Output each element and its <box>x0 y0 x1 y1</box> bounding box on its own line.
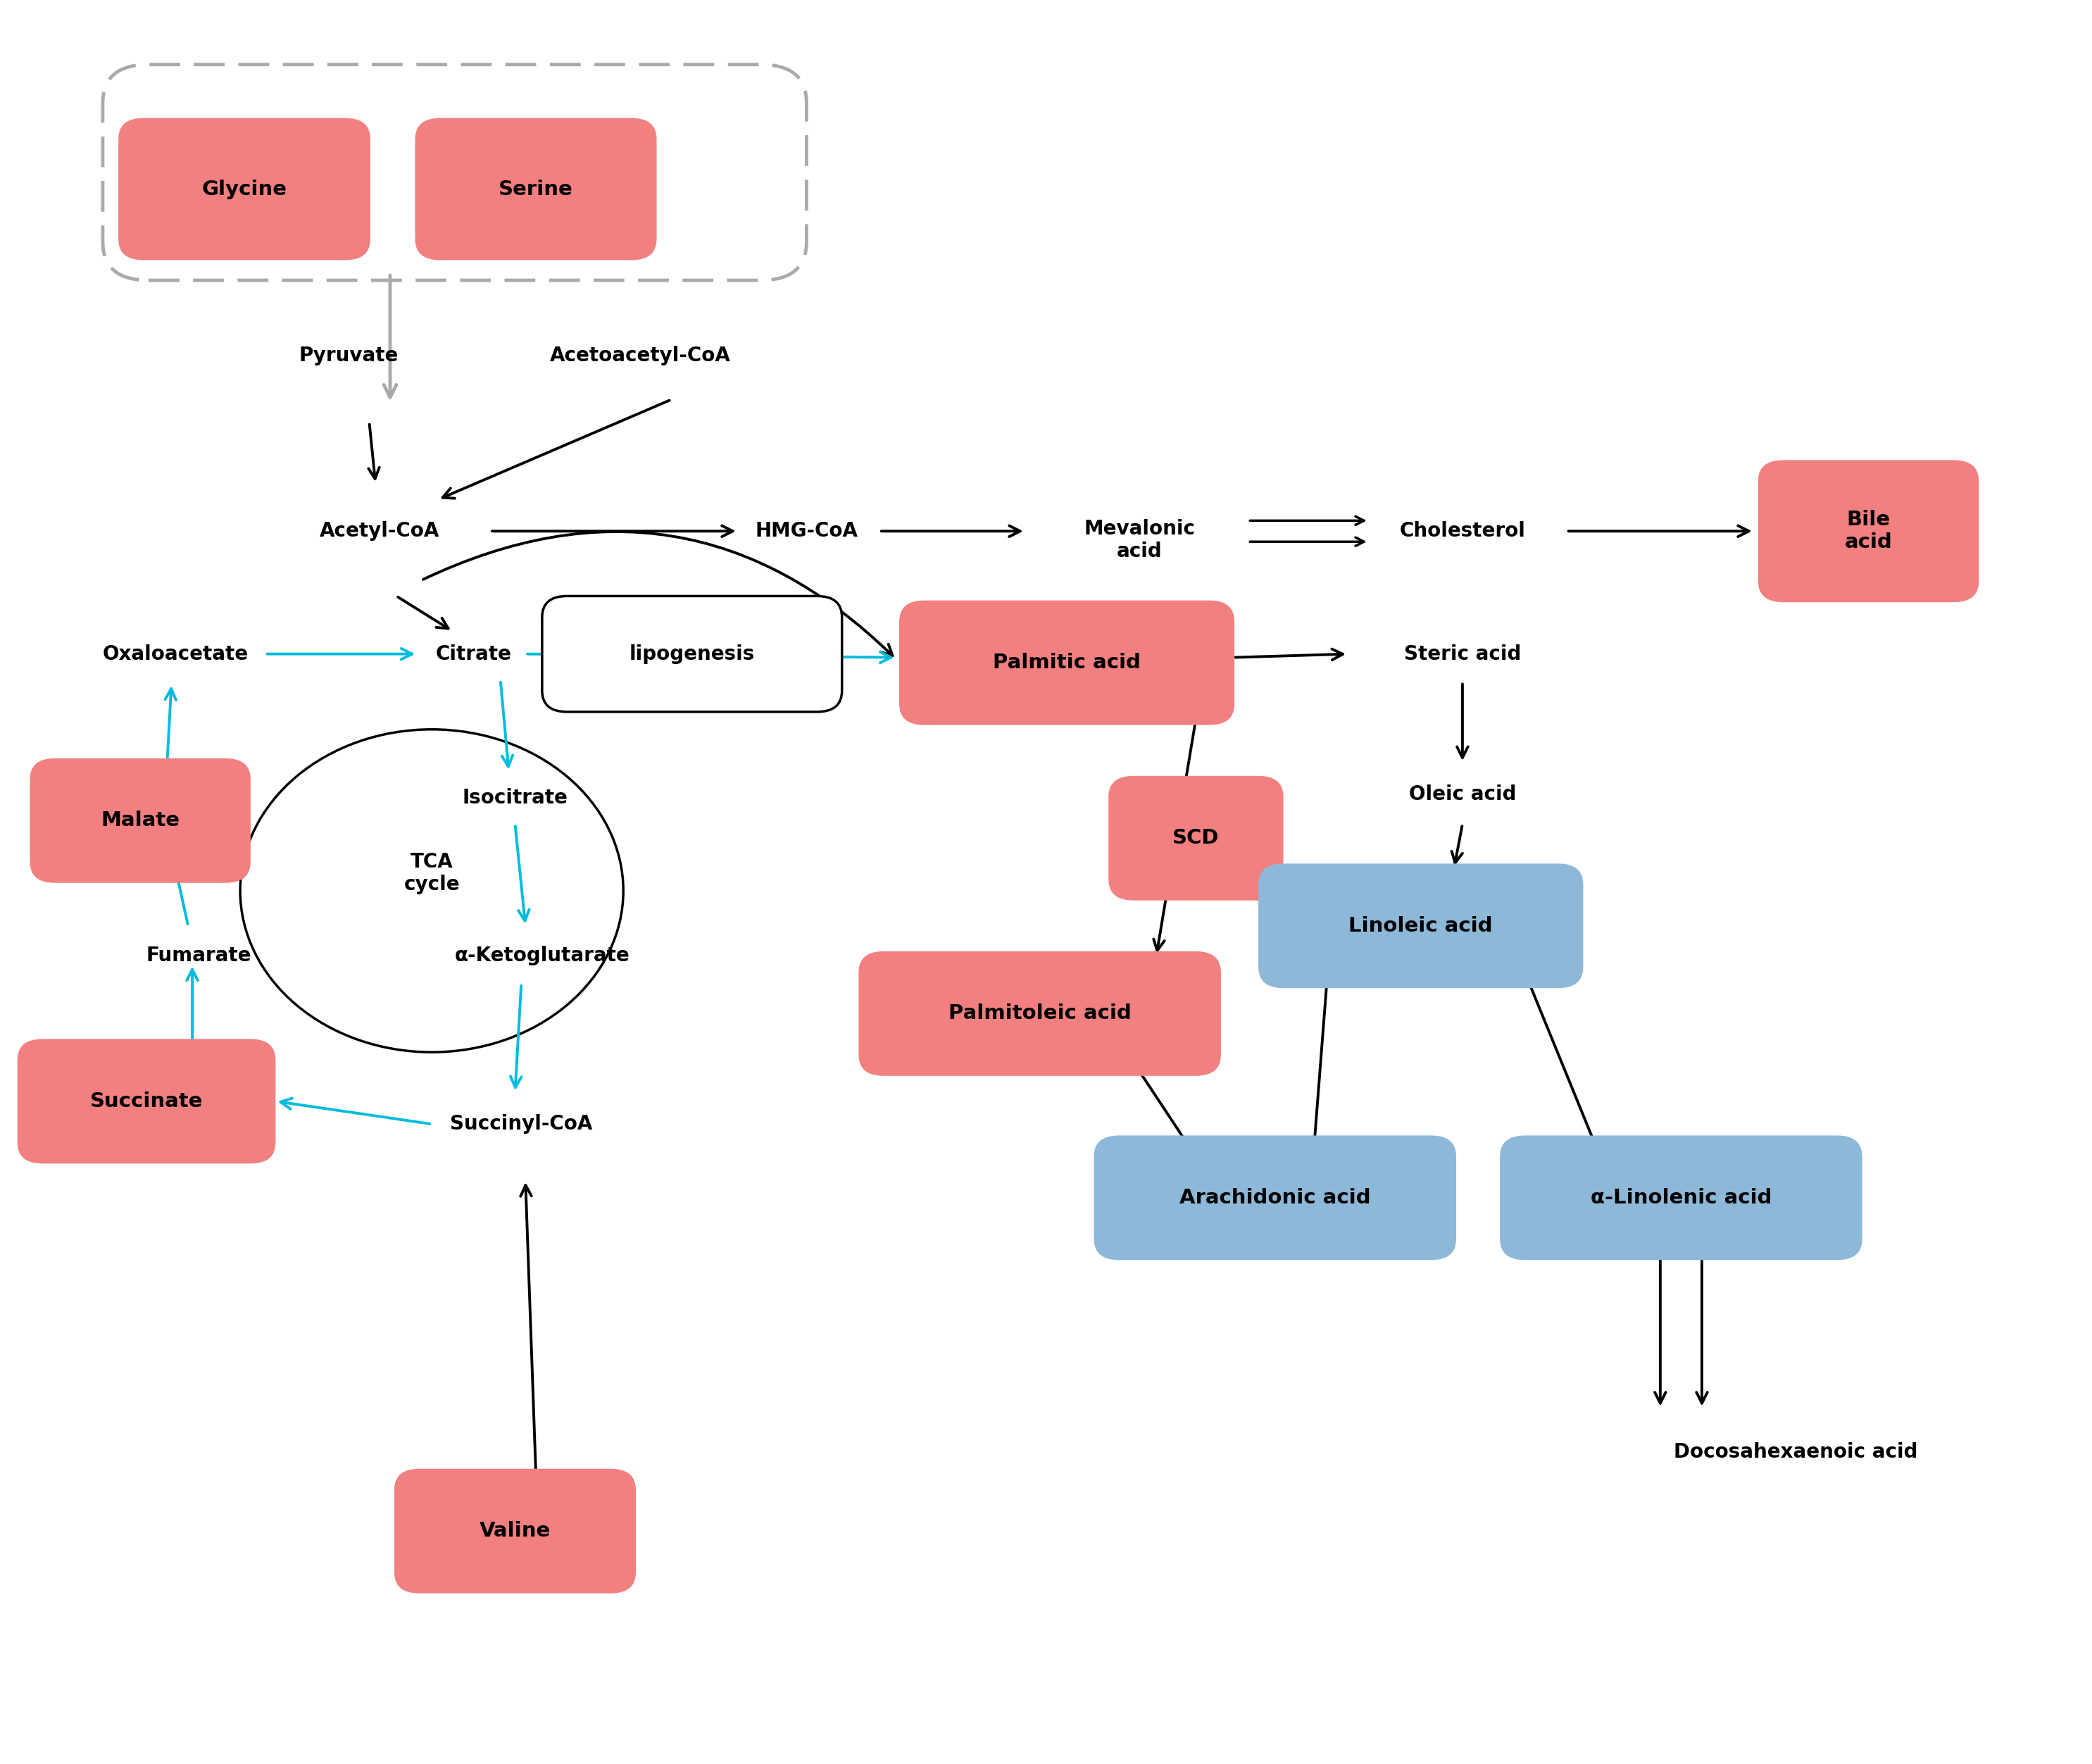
FancyBboxPatch shape <box>1757 460 1979 602</box>
Text: Linoleic acid: Linoleic acid <box>1349 916 1494 935</box>
Text: α-Linolenic acid: α-Linolenic acid <box>1590 1187 1772 1208</box>
Text: Acetyl-CoA: Acetyl-CoA <box>320 522 439 542</box>
FancyBboxPatch shape <box>542 596 841 713</box>
Text: Palmitic acid: Palmitic acid <box>994 653 1140 672</box>
Text: Malate: Malate <box>100 811 180 831</box>
Text: Mevalonic
acid: Mevalonic acid <box>1084 519 1195 561</box>
FancyBboxPatch shape <box>29 759 251 882</box>
FancyBboxPatch shape <box>393 1469 636 1593</box>
Text: Serine: Serine <box>498 180 573 199</box>
FancyBboxPatch shape <box>900 600 1234 725</box>
Text: TCA
cycle: TCA cycle <box>404 852 460 894</box>
Text: Isocitrate: Isocitrate <box>462 789 567 808</box>
Text: SCD: SCD <box>1172 829 1220 848</box>
Text: Valine: Valine <box>479 1521 550 1542</box>
FancyBboxPatch shape <box>414 118 657 259</box>
Text: Arachidonic acid: Arachidonic acid <box>1180 1187 1370 1208</box>
FancyBboxPatch shape <box>858 951 1222 1076</box>
Text: Steric acid: Steric acid <box>1404 644 1521 663</box>
Text: Succinate: Succinate <box>90 1092 203 1111</box>
Text: Citrate: Citrate <box>435 644 510 663</box>
Text: α-Ketoglutarate: α-Ketoglutarate <box>454 946 630 965</box>
Text: Oxaloacetate: Oxaloacetate <box>103 644 249 663</box>
FancyBboxPatch shape <box>119 118 370 259</box>
FancyBboxPatch shape <box>1094 1136 1456 1259</box>
Text: Pyruvate: Pyruvate <box>299 346 397 365</box>
Text: Glycine: Glycine <box>201 180 287 199</box>
Text: HMG-CoA: HMG-CoA <box>755 522 858 542</box>
Text: Bile
acid: Bile acid <box>1845 510 1893 552</box>
FancyBboxPatch shape <box>1259 864 1584 988</box>
FancyBboxPatch shape <box>1109 776 1282 900</box>
FancyBboxPatch shape <box>1500 1136 1862 1259</box>
Text: lipogenesis: lipogenesis <box>630 644 755 663</box>
Text: Fumarate: Fumarate <box>146 946 251 965</box>
Text: Palmitoleic acid: Palmitoleic acid <box>948 1004 1132 1023</box>
Text: Docosahexaenoic acid: Docosahexaenoic acid <box>1674 1443 1918 1462</box>
Text: Succinyl-CoA: Succinyl-CoA <box>450 1115 592 1134</box>
Text: Cholesterol: Cholesterol <box>1400 522 1525 542</box>
Text: Oleic acid: Oleic acid <box>1408 785 1517 804</box>
FancyBboxPatch shape <box>17 1039 276 1164</box>
Text: Acetoacetyl-CoA: Acetoacetyl-CoA <box>550 346 730 365</box>
